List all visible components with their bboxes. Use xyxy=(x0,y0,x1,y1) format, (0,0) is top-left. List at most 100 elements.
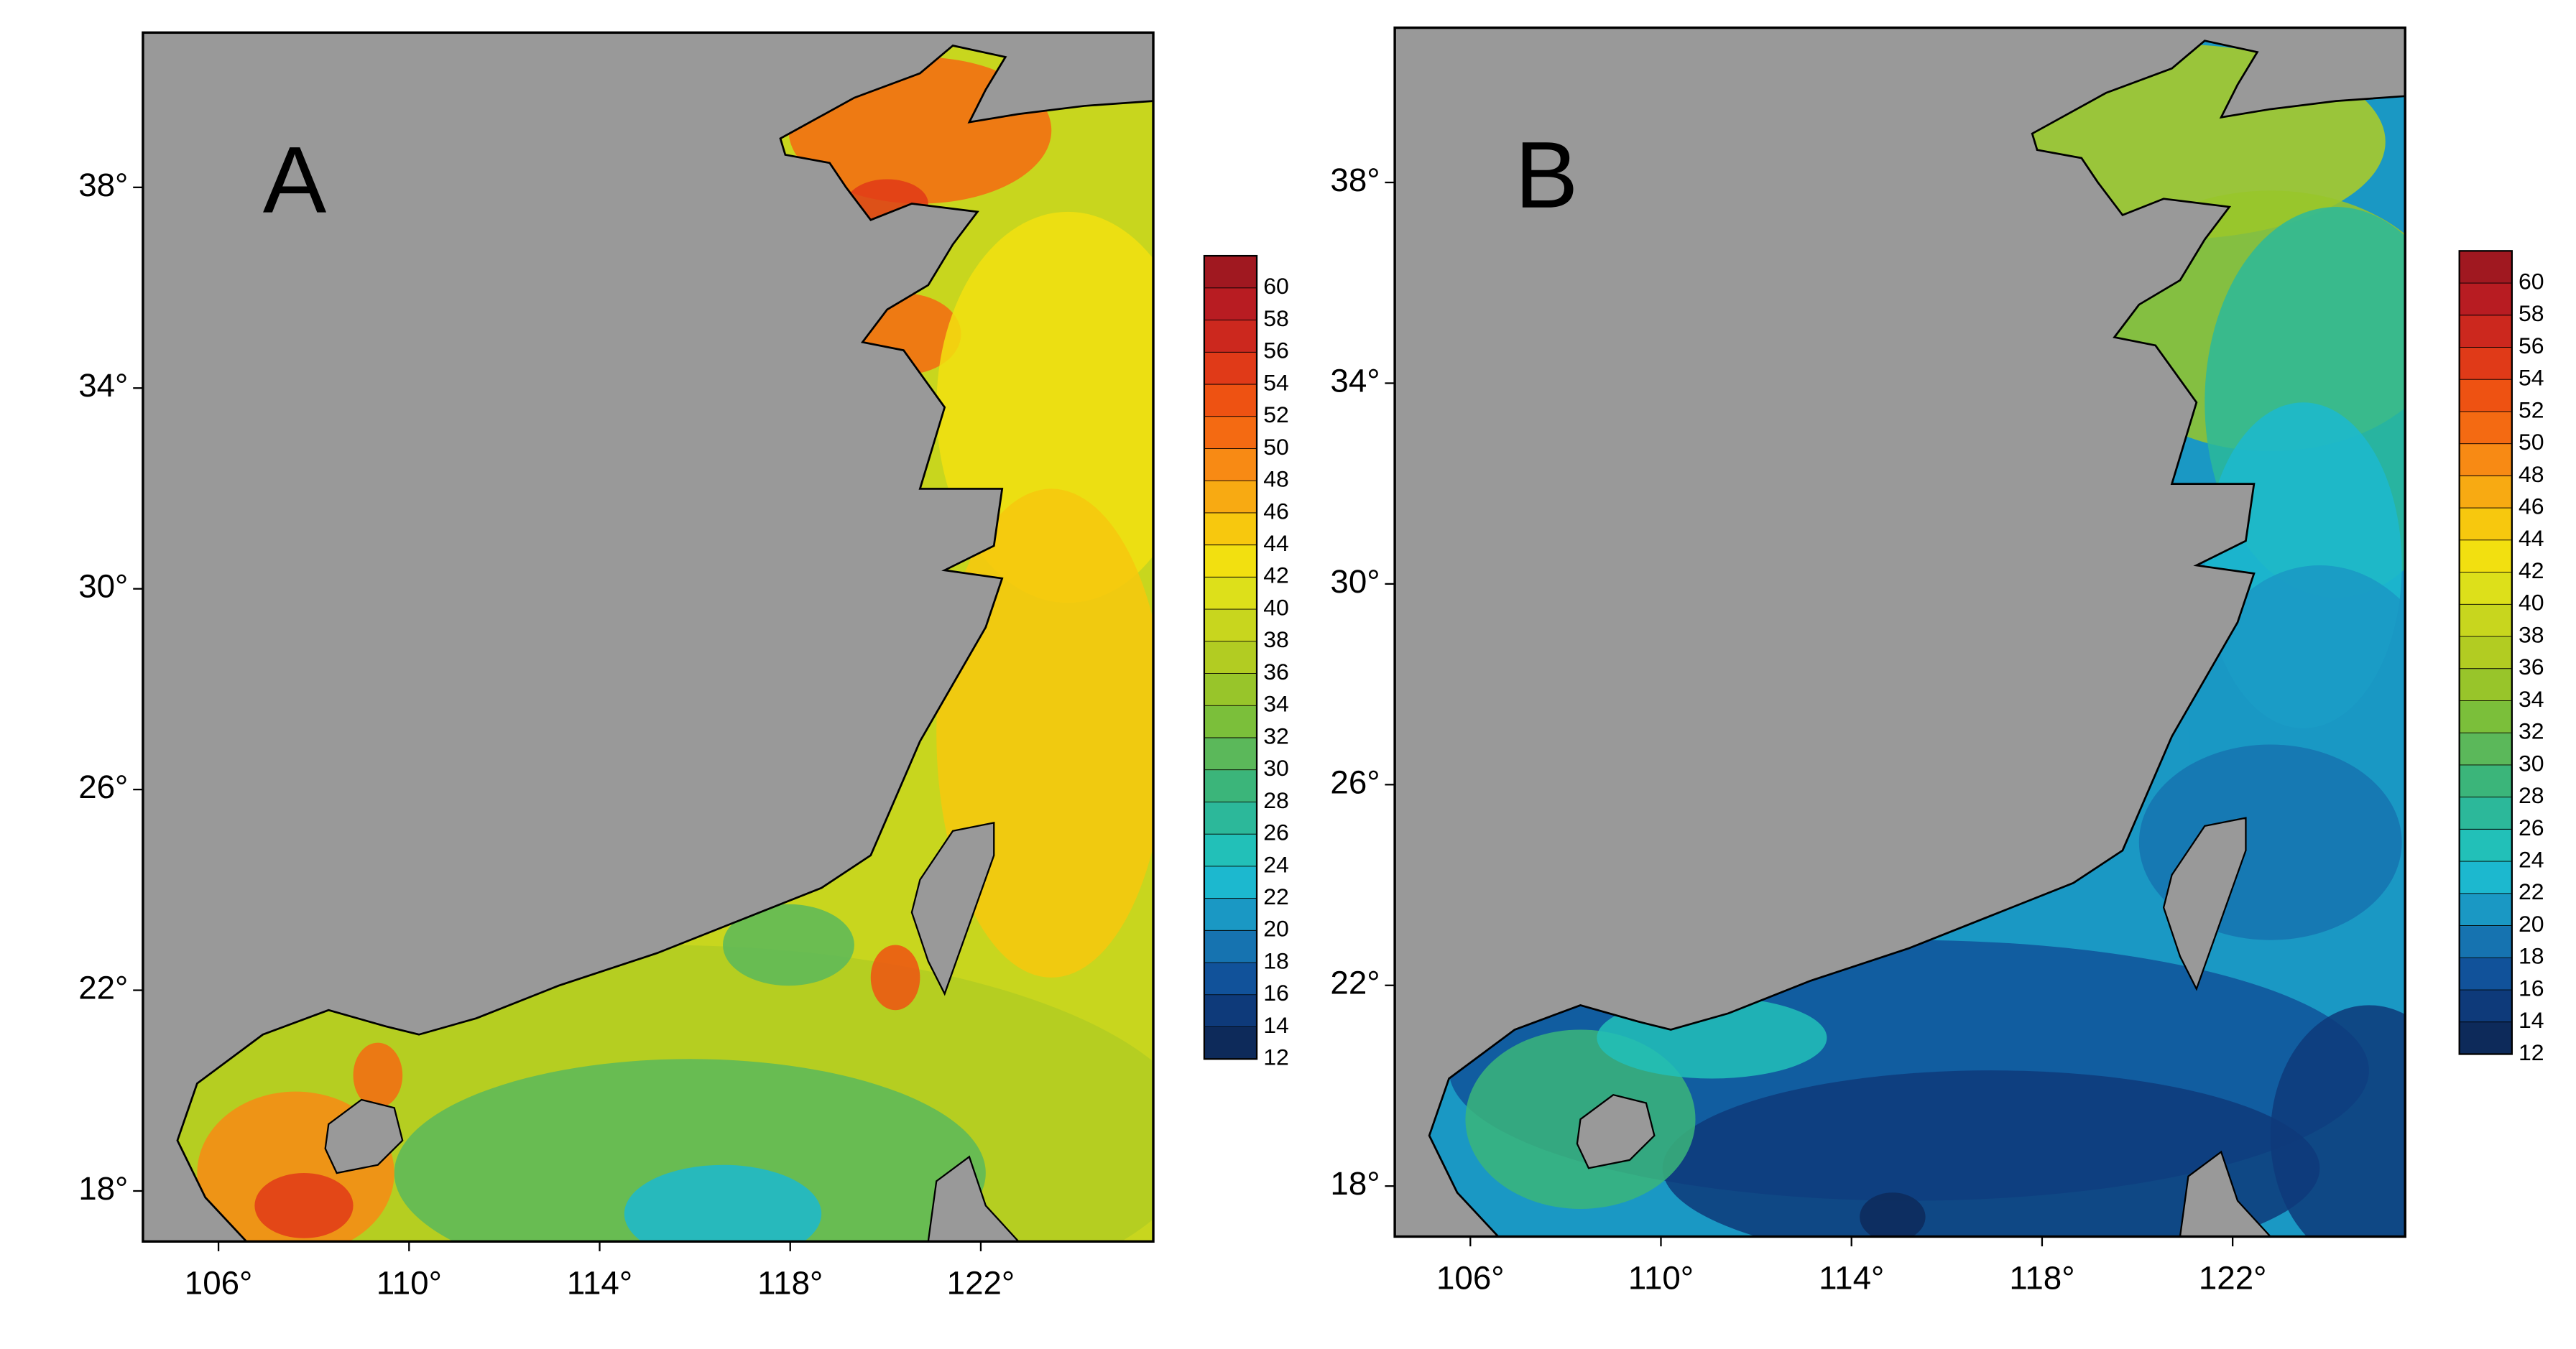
y-tick-label: 38° xyxy=(78,167,128,203)
colorbar-band xyxy=(2459,764,2512,798)
colorbar-tick-label: 44 xyxy=(1263,530,1289,556)
colorbar-tick-label: 34 xyxy=(1263,691,1289,717)
colorbar-band xyxy=(2459,508,2512,541)
colorbar-band xyxy=(2459,251,2512,284)
colorbar-band xyxy=(2459,411,2512,445)
colorbar-band xyxy=(1204,738,1257,771)
sea-zone xyxy=(936,211,1154,603)
y-tick-label: 22° xyxy=(1330,965,1380,1001)
colorbar-band xyxy=(1204,930,1257,963)
colorbar-tick-label: 28 xyxy=(2519,782,2544,808)
colorbar-tick-label: 20 xyxy=(2519,911,2544,937)
colorbar-tick-label: 40 xyxy=(2519,590,2544,616)
colorbar-tick-label: 60 xyxy=(1263,273,1289,299)
colorbar-tick-label: 34 xyxy=(2519,686,2544,712)
colorbar-band xyxy=(2459,283,2512,316)
x-tick-label: 110° xyxy=(377,1265,442,1302)
colorbar-band xyxy=(1204,512,1257,546)
y-tick-label: 26° xyxy=(78,769,128,805)
colorbar-band xyxy=(2459,861,2512,894)
colorbar-tick-label: 20 xyxy=(1263,916,1289,942)
colorbar-band xyxy=(1204,963,1257,996)
colorbar-tick-label: 54 xyxy=(1263,370,1289,396)
x-tick-label: 118° xyxy=(2009,1260,2074,1297)
x-tick-label: 110° xyxy=(1628,1260,1694,1297)
sea-zone xyxy=(254,1173,354,1238)
colorbar-tick-label: 18 xyxy=(2519,943,2544,969)
colorbar-band xyxy=(2459,893,2512,927)
colorbar-band xyxy=(1204,898,1257,932)
colorbar-tick-label: 56 xyxy=(1263,338,1289,363)
colorbar-band xyxy=(2459,347,2512,380)
colorbar-tick-label: 40 xyxy=(1263,595,1289,621)
colorbar-tick-label: 36 xyxy=(2519,654,2544,680)
panel-label: B xyxy=(1515,121,1578,227)
colorbar-band xyxy=(1204,641,1257,674)
colorbar-tick-label: 18 xyxy=(1263,948,1289,974)
colorbar-band xyxy=(2459,925,2512,958)
colorbar-tick-label: 50 xyxy=(2519,429,2544,455)
colorbar-tick-label: 60 xyxy=(2519,269,2544,295)
colorbar-tick-label: 22 xyxy=(2519,879,2544,904)
colorbar-tick-label: 54 xyxy=(2519,365,2544,391)
colorbar-band xyxy=(1204,481,1257,514)
sea-zone xyxy=(1860,1192,1926,1237)
colorbar-band xyxy=(1204,994,1257,1028)
colorbar-band xyxy=(1204,834,1257,867)
x-tick-label: 114° xyxy=(567,1265,632,1302)
colorbar-tick-label: 48 xyxy=(1263,466,1289,492)
colorbar-band xyxy=(1204,802,1257,835)
colorbar-band xyxy=(1204,769,1257,803)
colorbar-band xyxy=(2459,958,2512,991)
y-tick-label: 22° xyxy=(78,970,128,1006)
sea-zone xyxy=(353,1042,403,1108)
colorbar-band xyxy=(1204,1026,1257,1060)
colorbar-tick-label: 30 xyxy=(2519,750,2544,776)
colorbar-tick-label: 48 xyxy=(2519,461,2544,487)
colorbar-tick-label: 12 xyxy=(1263,1044,1289,1070)
colorbar-band xyxy=(2459,668,2512,702)
colorbar-band xyxy=(2459,636,2512,669)
island xyxy=(1576,1093,1656,1169)
colorbar-band xyxy=(1204,416,1257,450)
colorbar-tick-label: 38 xyxy=(1263,626,1289,652)
sea-zone xyxy=(722,904,854,986)
colorbar-tick-label: 12 xyxy=(2519,1039,2544,1065)
colorbar-band xyxy=(2459,572,2512,605)
sea-zone xyxy=(2270,1005,2406,1237)
colorbar-band xyxy=(1204,866,1257,899)
colorbar-tick-label: 58 xyxy=(1263,305,1289,331)
colorbar-tick-label: 42 xyxy=(2519,557,2544,583)
colorbar-tick-label: 46 xyxy=(1263,498,1289,524)
colorbar-tick-label: 24 xyxy=(1263,851,1289,877)
colorbar-tick-label: 42 xyxy=(1263,562,1289,588)
colorbar-tick-label: 22 xyxy=(1263,884,1289,909)
colorbar-band xyxy=(2459,379,2512,412)
y-tick-label: 26° xyxy=(1330,764,1380,800)
colorbar-tick-label: 50 xyxy=(1263,434,1289,460)
colorbar-tick-label: 58 xyxy=(2519,300,2544,326)
colorbar-tick-label: 16 xyxy=(1263,980,1289,1006)
y-tick-label: 34° xyxy=(1330,363,1380,399)
colorbar-band xyxy=(2459,604,2512,637)
y-tick-label: 30° xyxy=(1330,563,1380,600)
plot-frame xyxy=(142,31,1155,1243)
colorbar-tick-label: 46 xyxy=(2519,493,2544,519)
colorbar-band xyxy=(2459,1021,2512,1055)
colorbar-tick-label: 26 xyxy=(2519,815,2544,840)
colorbar-tick-label: 26 xyxy=(1263,820,1289,845)
colorbar-band xyxy=(2459,797,2512,830)
y-tick-label: 38° xyxy=(1330,162,1380,198)
colorbar-tick-label: 38 xyxy=(2519,622,2544,648)
x-tick-label: 106° xyxy=(1436,1260,1505,1297)
colorbar-tick-label: 32 xyxy=(1263,723,1289,749)
colorbar-band xyxy=(1204,705,1257,738)
x-tick-label: 122° xyxy=(2199,1260,2267,1297)
colorbar-band xyxy=(2459,315,2512,348)
colorbar-band xyxy=(1204,320,1257,353)
colorbar-band xyxy=(1204,287,1257,321)
colorbar-tick-label: 30 xyxy=(1263,755,1289,781)
colorbar-band xyxy=(2459,700,2512,733)
plot-frame xyxy=(1393,26,2406,1238)
